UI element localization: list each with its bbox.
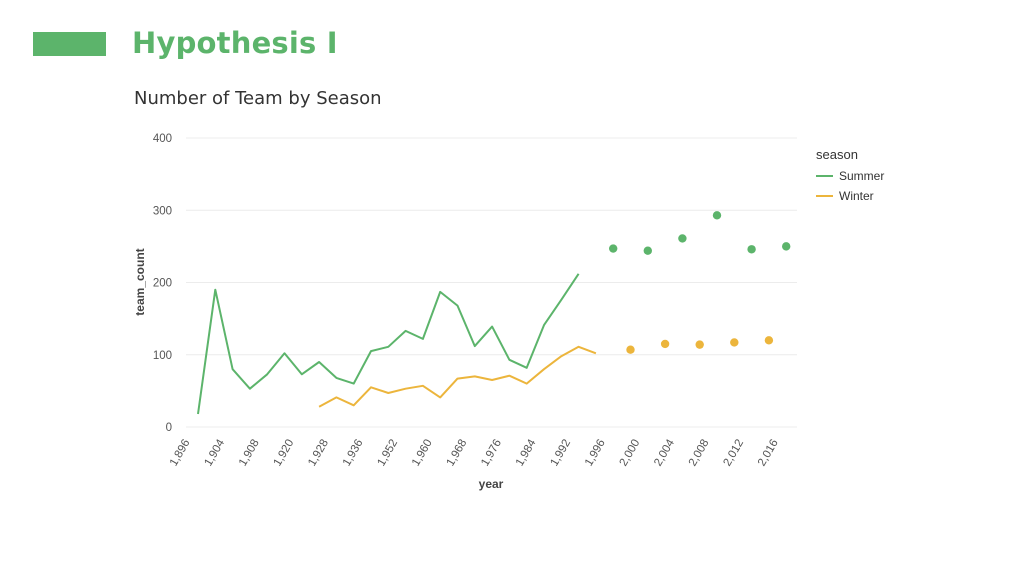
x-axis-title: year — [479, 477, 504, 491]
x-tick-label: 1,952 — [375, 438, 400, 469]
x-tick-label: 1,908 — [237, 438, 262, 469]
data-point-winter — [626, 345, 635, 354]
data-point-summer — [609, 244, 618, 253]
x-tick-label: 1,976 — [479, 438, 504, 469]
x-tick-label: 1,984 — [514, 437, 539, 468]
y-tick-label: 200 — [153, 278, 172, 290]
x-tick-label: 1,920 — [272, 438, 297, 469]
data-point-winter — [660, 339, 670, 349]
data-point-summer — [712, 211, 722, 220]
x-tick-label: 1,936 — [341, 438, 366, 469]
y-tick-label: 300 — [153, 205, 172, 217]
x-tick-label: 1,992 — [548, 438, 573, 469]
y-axis-ticks: 0 100 200 300 400 — [153, 133, 172, 434]
series-line-summer — [197, 273, 580, 415]
x-tick-label: 1,896 — [168, 438, 193, 469]
data-point-winter — [695, 340, 704, 349]
x-tick-label: 2,004 — [652, 437, 677, 468]
x-tick-label: 2,000 — [618, 438, 643, 469]
series-layer — [197, 211, 791, 415]
grid-layer — [186, 137, 797, 428]
x-axis-ticks: 1,896 1,904 1,908 1,920 1,928 1,936 1,952 1,960… — [168, 437, 781, 468]
x-tick-label: 2,016 — [756, 438, 781, 469]
y-tick-label: 400 — [153, 133, 172, 145]
legend-title: season — [816, 147, 858, 162]
x-tick-label: 1,968 — [445, 438, 470, 469]
y-axis-title: team_count — [133, 248, 147, 315]
y-tick-label: 100 — [153, 350, 172, 362]
x-tick-label: 1,928 — [306, 438, 331, 469]
data-point-summer — [643, 246, 652, 255]
data-point-winter — [730, 338, 739, 347]
data-point-summer — [782, 242, 791, 251]
y-tick-label: 0 — [166, 422, 172, 434]
x-tick-label: 2,008 — [687, 438, 712, 469]
x-tick-label: 2,012 — [721, 438, 746, 469]
chart-title: Number of Team by Season — [134, 88, 382, 109]
slide-accent-bar — [33, 32, 106, 56]
slide-title: Hypothesis I — [132, 26, 338, 60]
legend-label-summer: Summer — [839, 169, 884, 183]
legend: season Summer Winter — [816, 147, 884, 203]
x-tick-label: 1,904 — [202, 437, 227, 468]
data-point-summer — [678, 234, 687, 243]
data-point-winter — [764, 336, 774, 345]
legend-label-winter: Winter — [839, 189, 874, 203]
data-point-summer — [747, 245, 756, 254]
x-tick-label: 1,996 — [583, 438, 608, 469]
series-line-winter — [318, 345, 597, 408]
x-tick-label: 1,960 — [410, 438, 435, 469]
